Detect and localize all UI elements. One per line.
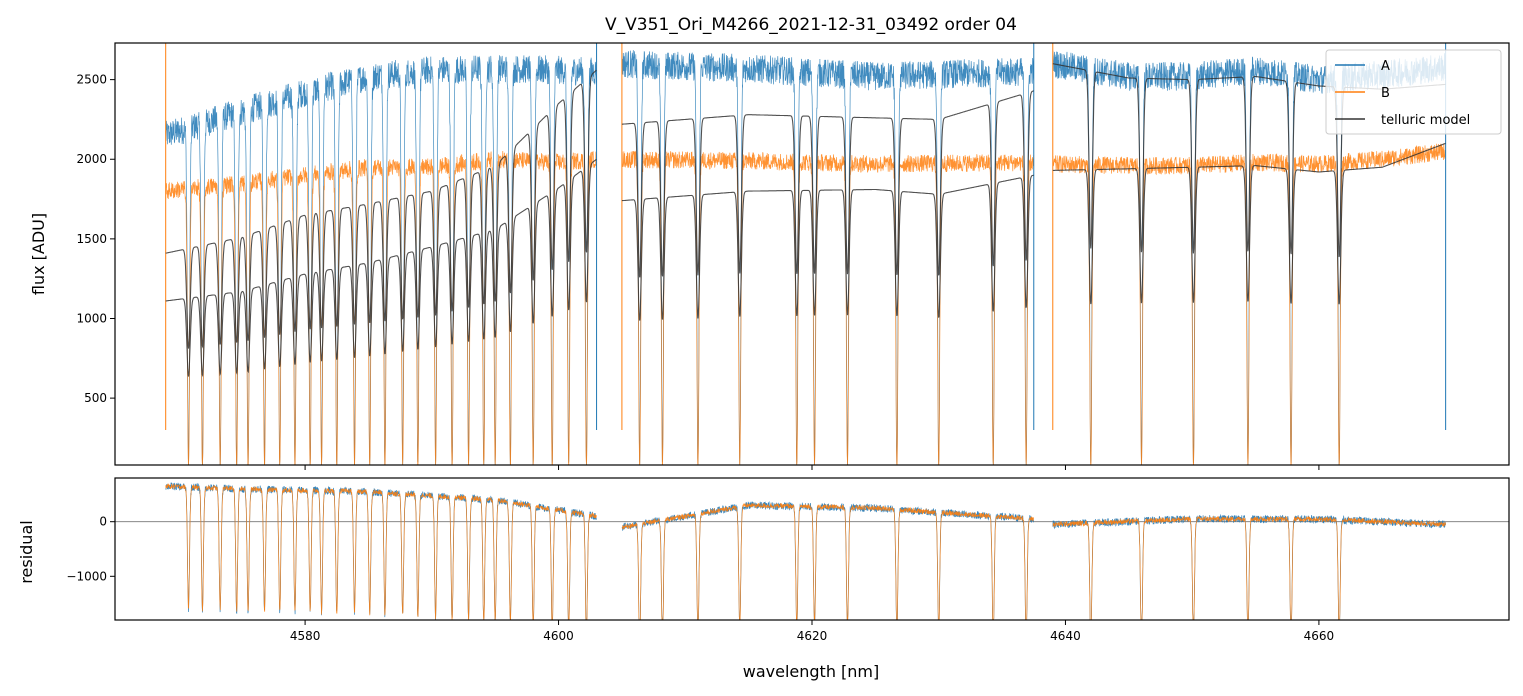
residual-b-segment-2 — [1052, 515, 1446, 620]
x-tick-label: 4620 — [797, 629, 828, 643]
residual-y-axis-label: residual — [17, 520, 36, 583]
x-tick-label: 4580 — [290, 629, 321, 643]
x-tick-label: 4640 — [1050, 629, 1081, 643]
flux-panel: 500 1000 1500 2000 2500 flux [ADU] — [29, 42, 1510, 470]
x-axis-label: wavelength [nm] — [743, 662, 880, 681]
x-tick-label: 4660 — [1304, 629, 1335, 643]
series-b-segment-0 — [165, 150, 597, 465]
y-tick-label: −1000 — [66, 569, 107, 583]
flux-y-ticks: 500 1000 1500 2000 2500 — [76, 73, 115, 405]
residual-series-group — [115, 482, 1509, 620]
y-tick-label: 0 — [99, 515, 107, 529]
legend-label-telluric: telluric model — [1381, 113, 1470, 128]
telluric-model-curve-2 — [621, 90, 1034, 278]
y-tick-label: 500 — [84, 391, 107, 405]
legend-label-a: A — [1381, 59, 1390, 74]
residual-b-segment-0 — [165, 483, 597, 620]
y-tick-label: 2000 — [76, 152, 107, 166]
residual-panel-background — [115, 478, 1509, 620]
telluric-model-curve-1 — [165, 158, 597, 378]
telluric-model-curve-5 — [1052, 142, 1446, 305]
legend-label-b: B — [1381, 86, 1390, 101]
flux-series-group — [165, 43, 1447, 465]
residual-y-ticks: −1000 0 — [66, 515, 115, 583]
flux-x-ticks — [304, 465, 1320, 470]
series-a-segment-1 — [621, 50, 1035, 465]
legend-box — [1325, 49, 1502, 135]
residual-x-ticks: 4580 4600 4620 4640 4660 — [290, 620, 1334, 643]
y-tick-label: 1500 — [76, 232, 107, 246]
chart-title: V_V351_Ori_M4266_2021-12-31_03492 order … — [605, 15, 1017, 35]
telluric-model-curve-3 — [621, 174, 1034, 321]
residual-panel: −1000 0 4580 4600 4620 4640 4660 residual — [17, 477, 1510, 643]
y-tick-label: 1000 — [76, 311, 107, 325]
telluric-model-curve-0 — [165, 69, 597, 349]
legend: A B telluric model — [1325, 49, 1502, 135]
flux-y-axis-label: flux [ADU] — [29, 213, 48, 295]
x-tick-label: 4600 — [543, 629, 574, 643]
series-b-segment-1 — [621, 150, 1035, 465]
residual-b-segment-1 — [621, 502, 1035, 620]
y-tick-label: 2500 — [76, 73, 107, 87]
series-b-segment-2 — [1052, 143, 1446, 465]
